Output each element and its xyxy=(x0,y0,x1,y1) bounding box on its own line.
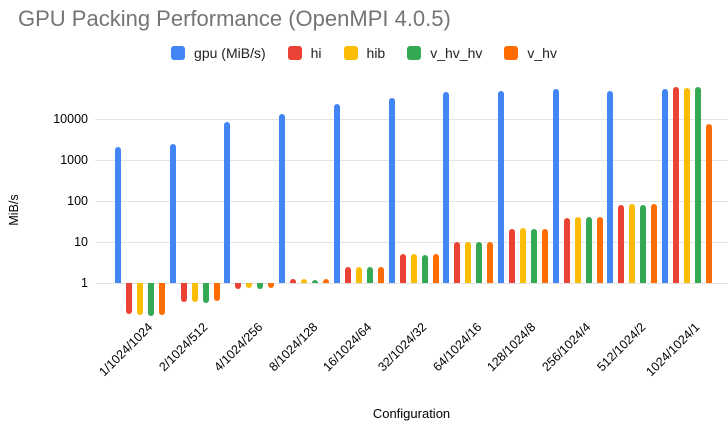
bar-v-hv-hv[interactable] xyxy=(531,228,537,283)
bar-hi[interactable] xyxy=(235,283,241,289)
bar-gpu-mib-s[interactable] xyxy=(498,90,504,283)
gridline xyxy=(95,241,728,243)
gridline xyxy=(95,159,728,161)
x-axis-title: Configuration xyxy=(372,406,451,421)
y-tick-label: 10000 xyxy=(53,112,88,126)
bar-hi[interactable] xyxy=(618,205,624,283)
bar-hi[interactable] xyxy=(673,87,679,283)
bar-hib[interactable] xyxy=(629,203,635,283)
bar-v-hv-hv[interactable] xyxy=(312,279,318,283)
legend-label: hi xyxy=(310,45,322,61)
legend-item-v-hv[interactable]: v_hv xyxy=(504,45,557,61)
x-tick-label: 16/1024/64 xyxy=(320,320,375,375)
bar-v-hv-hv[interactable] xyxy=(695,86,701,283)
bar-hib[interactable] xyxy=(575,217,581,283)
bar-v-hv-hv[interactable] xyxy=(586,216,592,283)
legend-label: v_hv xyxy=(527,45,557,61)
x-tick-label: 1/1024/1024 xyxy=(96,320,156,380)
y-tick-label: 10 xyxy=(74,235,88,249)
x-tick-label: 512/1024/2 xyxy=(594,320,649,375)
legend-swatch-icon xyxy=(407,46,422,60)
bar-hib[interactable] xyxy=(137,283,143,315)
bar-v-hv-hv[interactable] xyxy=(640,204,646,283)
bar-hi[interactable] xyxy=(454,242,460,283)
legend-item-gpu-mib-s[interactable]: gpu (MiB/s) xyxy=(171,45,266,61)
bar-v-hv[interactable] xyxy=(214,283,220,302)
x-tick-label: 8/1024/128 xyxy=(265,320,321,375)
bar-hi[interactable] xyxy=(126,283,132,314)
bar-v-hv[interactable] xyxy=(542,228,548,283)
bar-v-hv-hv[interactable] xyxy=(422,255,428,283)
bar-hib[interactable] xyxy=(684,88,690,283)
legend-swatch-icon xyxy=(504,46,519,60)
x-tick-label: 32/1024/32 xyxy=(375,320,430,375)
bar-v-hv[interactable] xyxy=(323,279,329,283)
bar-gpu-mib-s[interactable] xyxy=(170,144,176,283)
bar-hi[interactable] xyxy=(564,218,570,283)
bar-gpu-mib-s[interactable] xyxy=(279,114,285,283)
legend-swatch-icon xyxy=(287,46,302,60)
bar-gpu-mib-s[interactable] xyxy=(607,91,613,283)
gridline xyxy=(95,282,728,284)
bar-hi[interactable] xyxy=(509,228,515,283)
bar-hib[interactable] xyxy=(411,254,417,283)
chart-title: GPU Packing Performance (OpenMPI 4.0.5) xyxy=(18,6,451,31)
bar-gpu-mib-s[interactable] xyxy=(115,146,121,283)
legend-label: hib xyxy=(366,45,386,61)
x-tick-label: 2/1024/512 xyxy=(156,320,211,375)
x-tick-label: 64/1024/16 xyxy=(429,320,485,375)
bar-v-hv[interactable] xyxy=(433,254,439,283)
bar-v-hv[interactable] xyxy=(487,242,493,283)
legend-item-hib[interactable]: hib xyxy=(343,45,386,61)
bar-hib[interactable] xyxy=(520,227,526,283)
bar-gpu-mib-s[interactable] xyxy=(334,104,340,283)
bar-hib[interactable] xyxy=(465,242,471,283)
chart-legend: gpu (MiB/s) hi hib v_hv_hv v_hv xyxy=(0,44,728,62)
bar-hi[interactable] xyxy=(400,254,406,283)
x-tick-label: 256/1024/4 xyxy=(539,320,594,375)
bar-hib[interactable] xyxy=(356,267,362,283)
legend-item-hi[interactable]: hi xyxy=(287,45,322,61)
bar-v-hv[interactable] xyxy=(159,283,165,315)
legend-label: gpu (MiB/s) xyxy=(194,45,266,61)
bar-gpu-mib-s[interactable] xyxy=(389,97,395,283)
bar-hi[interactable] xyxy=(181,283,187,303)
gridline xyxy=(95,200,728,202)
bar-gpu-mib-s[interactable] xyxy=(553,89,559,283)
y-tick-label: 100 xyxy=(67,194,88,208)
bar-v-hv[interactable] xyxy=(378,267,384,283)
bar-v-hv[interactable] xyxy=(597,217,603,283)
x-tick-label: 128/1024/8 xyxy=(484,320,539,375)
bar-v-hv-hv[interactable] xyxy=(476,242,482,283)
bar-hib[interactable] xyxy=(246,283,252,289)
legend-swatch-icon xyxy=(171,46,186,60)
bar-v-hv[interactable] xyxy=(651,203,657,283)
bar-v-hv-hv[interactable] xyxy=(257,283,263,289)
bar-gpu-mib-s[interactable] xyxy=(443,91,449,283)
legend-swatch-icon xyxy=(343,46,358,60)
bar-gpu-mib-s[interactable] xyxy=(224,121,230,283)
x-tick-label: 4/1024/256 xyxy=(211,320,266,375)
bar-v-hv-hv[interactable] xyxy=(367,267,373,283)
bar-v-hv[interactable] xyxy=(268,283,274,289)
bar-v-hv-hv[interactable] xyxy=(203,283,209,303)
gridline xyxy=(95,118,728,120)
bar-hi[interactable] xyxy=(345,267,351,283)
bar-hib[interactable] xyxy=(301,279,307,283)
bar-hib[interactable] xyxy=(192,283,198,303)
bar-gpu-mib-s[interactable] xyxy=(662,88,668,283)
x-tick-label: 1024/1024/1 xyxy=(643,320,703,380)
legend-item-v-hv-hv[interactable]: v_hv_hv xyxy=(407,45,482,61)
y-tick-label: 1 xyxy=(81,276,88,290)
bar-v-hv-hv[interactable] xyxy=(148,283,154,316)
bar-v-hv[interactable] xyxy=(706,124,712,283)
bar-hi[interactable] xyxy=(290,279,296,283)
legend-label: v_hv_hv xyxy=(430,45,483,61)
y-tick-label: 1000 xyxy=(60,153,88,167)
